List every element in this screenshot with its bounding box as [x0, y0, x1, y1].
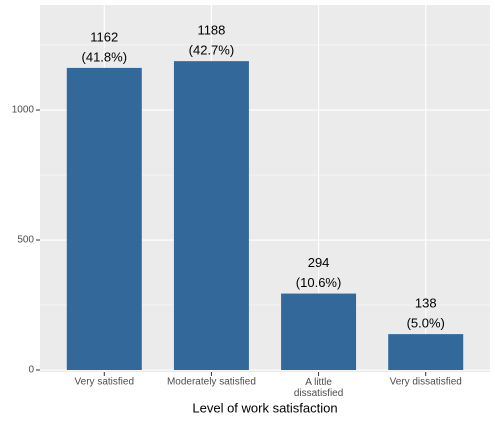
value-label: 1162 — [90, 29, 118, 44]
value-label: 294 — [308, 255, 330, 270]
x-tick-label: Moderately satisfied — [167, 377, 256, 388]
percent-label: (5.0%) — [407, 316, 445, 331]
percent-label: (42.7%) — [189, 43, 235, 58]
value-label: 138 — [415, 296, 437, 311]
x-tick-label: A little dissatisfied — [294, 377, 343, 399]
percent-label: (41.8%) — [82, 49, 128, 64]
bar — [66, 67, 142, 370]
x-tick-label: Very dissatisfied — [390, 377, 462, 388]
bar — [281, 293, 357, 370]
x-tick-label: Very satisfied — [75, 377, 134, 388]
bar — [388, 334, 464, 370]
value-label: 1188 — [197, 23, 225, 38]
x-axis-title: Level of work satisfaction — [192, 400, 337, 415]
y-tick-label: 1000 — [12, 105, 35, 116]
y-tick-label: 0 — [28, 365, 34, 376]
y-tick-label: 500 — [17, 235, 34, 246]
bar — [173, 61, 249, 371]
percent-label: (10.6%) — [296, 275, 342, 290]
